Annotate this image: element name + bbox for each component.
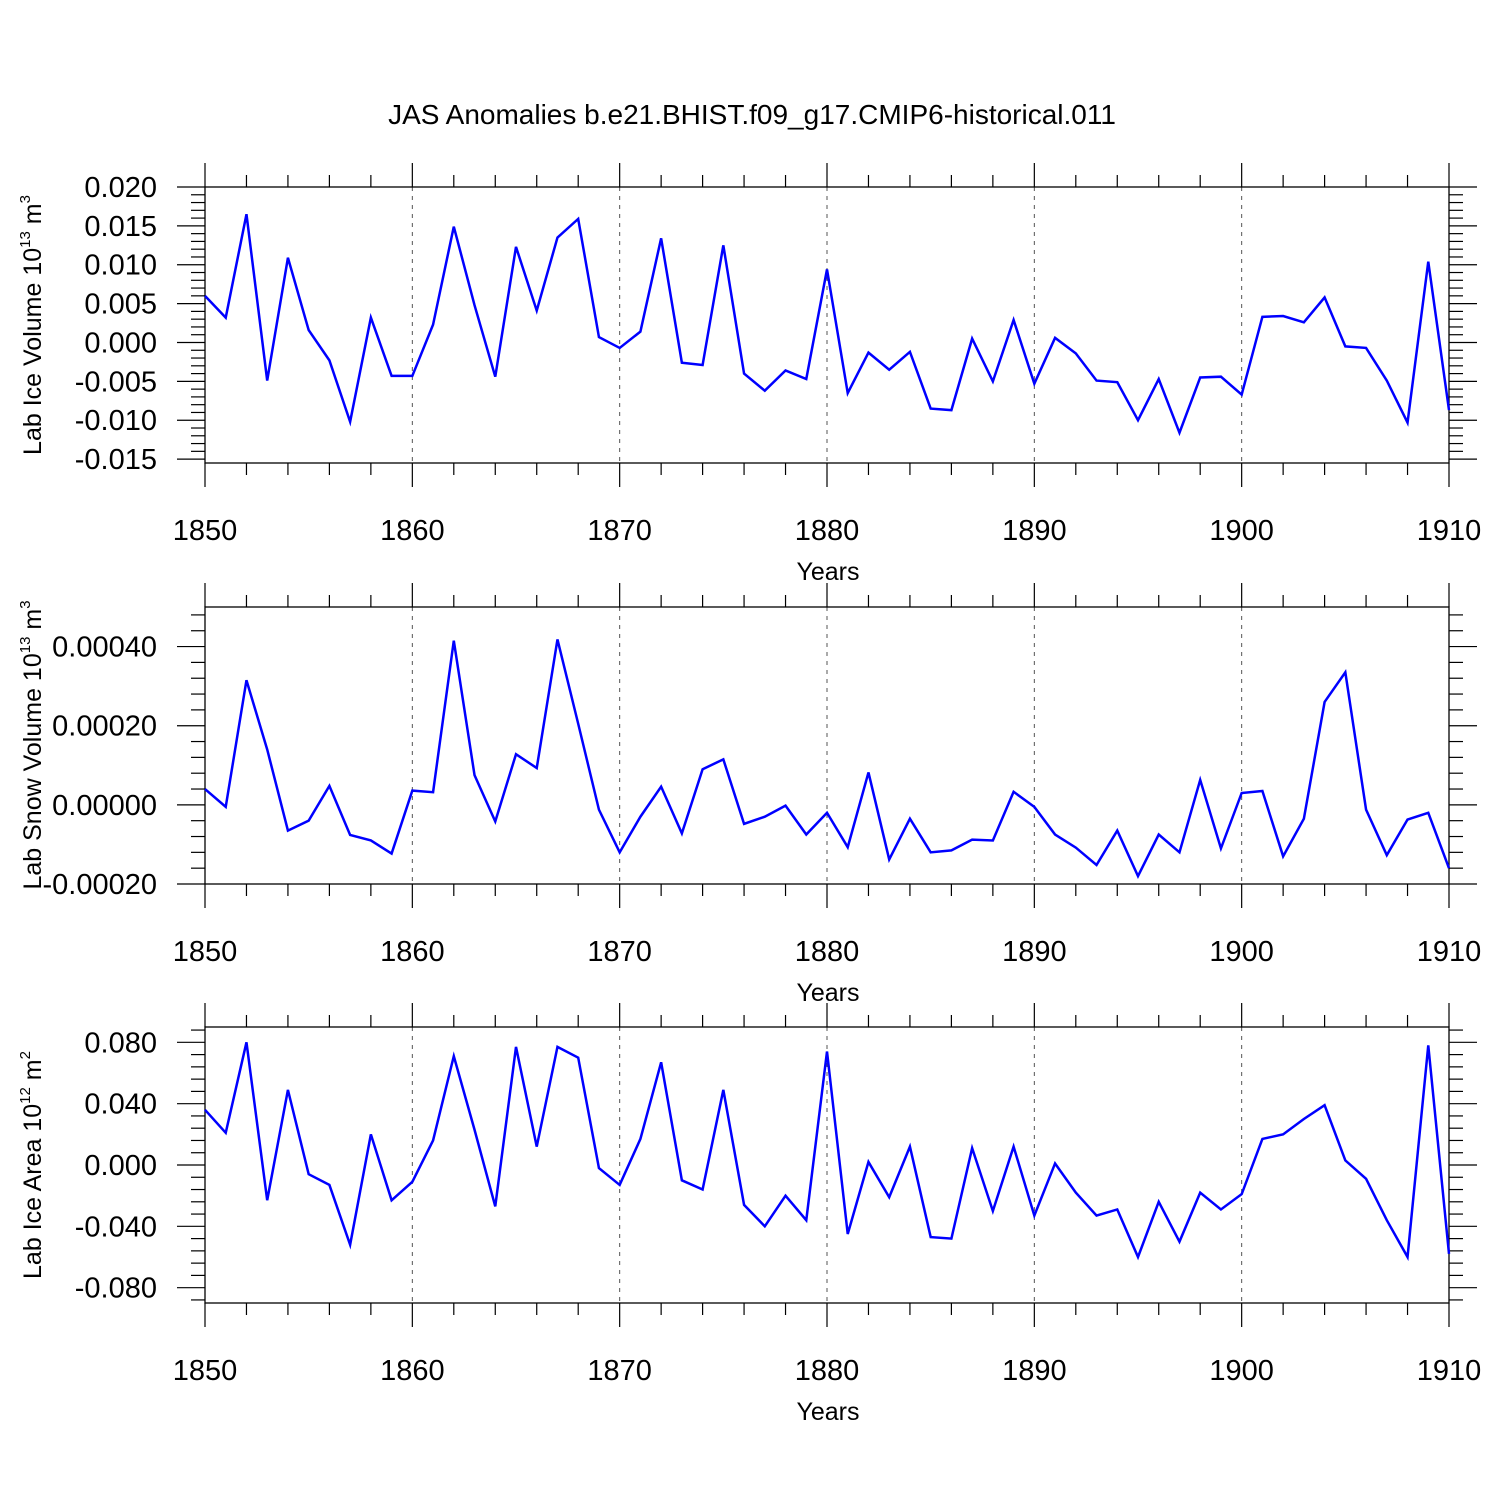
y-tick-label: 0.000 (84, 1150, 157, 1182)
y-tick-label: 0.00040 (52, 632, 157, 664)
x-tick-label: 1870 (587, 936, 652, 968)
y-axis-label: Lab Ice Area 1012 m2 (17, 1051, 47, 1279)
x-tick-label: 1890 (1002, 515, 1067, 547)
x-axis-label: Years (796, 558, 859, 586)
y-tick-label: 0.00000 (52, 790, 157, 822)
x-tick-label: 1860 (380, 515, 445, 547)
x-axis-label: Years (796, 1398, 859, 1426)
panels-container: 1850 1860 1870 1880 1890 1900 1910 Years -0.015 -… (17, 163, 1481, 1426)
y-axis-label-exponent: 13 (17, 637, 34, 654)
y-axis-label-group: Lab Snow Volume 1013 m3 (17, 600, 47, 889)
y-axis-label-main: Lab Ice Area 10 (19, 1104, 47, 1279)
x-tick-label: 1850 (173, 1355, 238, 1387)
y-tick-label: -0.080 (75, 1273, 157, 1305)
x-tick-label: 1910 (1417, 515, 1482, 547)
x-tick-label: 1880 (795, 515, 860, 547)
x-axis-label: Years (796, 979, 859, 1007)
panel-2: 1850 1860 1870 1880 1890 1900 1910 Years -0.0002… (17, 583, 1481, 1007)
y-tick-label: -0.015 (75, 444, 157, 476)
y-axis-label-group: Lab Ice Volume 1013 m3 (17, 195, 47, 455)
x-tick-label: 1900 (1209, 1355, 1274, 1387)
y-axis-label-unit: m (19, 609, 47, 637)
x-tick-label: 1900 (1209, 515, 1274, 547)
y-axis-label-main: Lab Ice Volume 10 (19, 248, 47, 455)
y-axis-label-exponent: 13 (17, 231, 34, 248)
y-axis-label-main: Lab Snow Volume 10 (19, 653, 47, 889)
x-tick-label: 1860 (380, 936, 445, 968)
x-tick-label: 1890 (1002, 936, 1067, 968)
y-tick-label: -0.005 (75, 366, 157, 398)
y-axis-label-exponent: 12 (17, 1087, 34, 1104)
y-axis-label-unit-exponent: 2 (17, 1051, 34, 1059)
y-tick-label: 0.040 (84, 1089, 157, 1121)
y-axis-label-unit-exponent: 3 (17, 195, 34, 203)
y-axis-label-unit-exponent: 3 (17, 600, 34, 608)
y-tick-label: 0.015 (84, 211, 157, 243)
panel-1: 1850 1860 1870 1880 1890 1900 1910 Years -0.015 -… (17, 163, 1481, 586)
x-tick-label: 1850 (173, 936, 238, 968)
y-tick-label: 0.010 (84, 250, 157, 282)
y-axis-label-unit: m (19, 203, 47, 231)
y-tick-label: -0.010 (75, 405, 157, 437)
x-tick-label: 1890 (1002, 1355, 1067, 1387)
panel-3: 1850 1860 1870 1880 1890 1900 1910 Years -0.080 -… (17, 1003, 1481, 1426)
figure-title: JAS Anomalies b.e21.BHIST.f09_g17.CMIP6-… (388, 99, 1116, 130)
y-tick-label: 0.020 (84, 172, 157, 204)
x-tick-label: 1910 (1417, 1355, 1482, 1387)
x-tick-label: 1880 (795, 1355, 860, 1387)
y-axis-label: Lab Snow Volume 1013 m3 (17, 600, 47, 889)
y-axis-label-unit: m (19, 1059, 47, 1087)
y-tick-label: -0.040 (75, 1211, 157, 1243)
x-tick-label: 1910 (1417, 936, 1482, 968)
x-tick-label: 1880 (795, 936, 860, 968)
y-tick-label: 0.000 (84, 327, 157, 359)
x-tick-label: 1870 (587, 515, 652, 547)
x-tick-label: 1900 (1209, 936, 1274, 968)
series-line (204, 639, 1451, 879)
x-tick-label: 1860 (380, 1355, 445, 1387)
x-tick-label: 1870 (587, 1355, 652, 1387)
y-tick-label: 0.00020 (52, 711, 157, 743)
x-tick-label: 1850 (173, 515, 238, 547)
y-axis-label: Lab Ice Volume 1013 m3 (17, 195, 47, 455)
y-axis-label-group: Lab Ice Area 1012 m2 (17, 1051, 47, 1279)
y-tick-label: 0.005 (84, 289, 157, 321)
series-line (204, 1042, 1451, 1262)
y-tick-label: -0.00020 (43, 869, 158, 901)
series-line (204, 213, 1451, 437)
y-tick-label: 0.080 (84, 1027, 157, 1059)
